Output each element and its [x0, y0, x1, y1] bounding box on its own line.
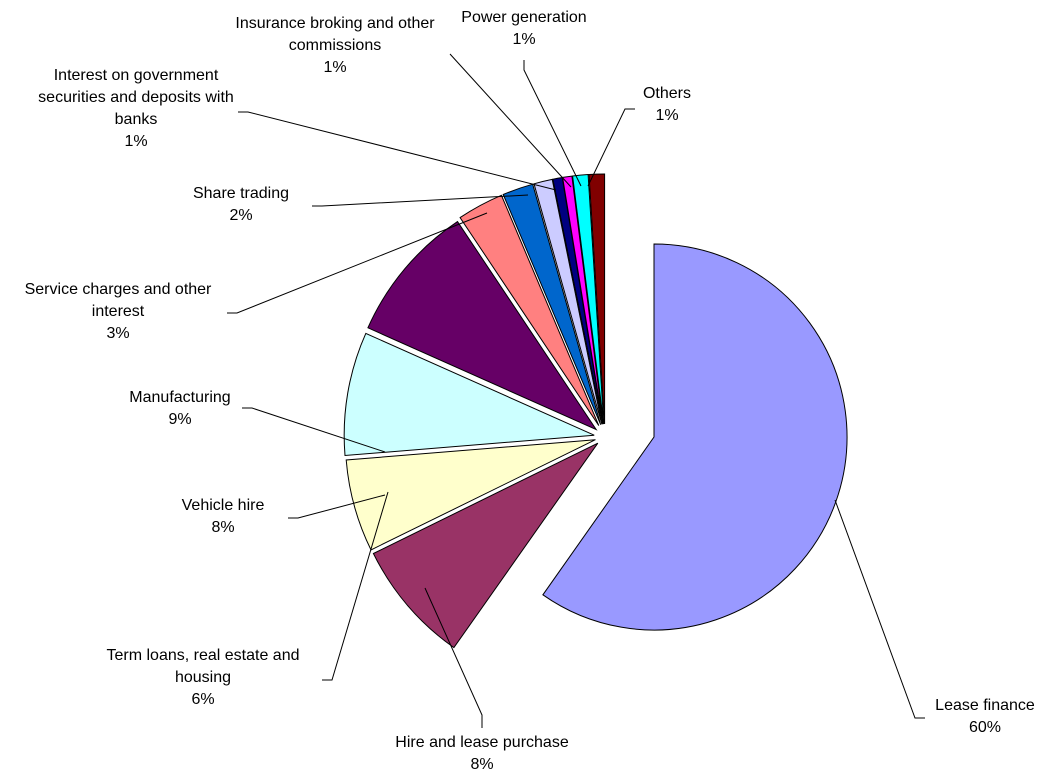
pie-slice	[572, 173, 605, 425]
slice-label: Term loans, real estate and housing 6%	[107, 647, 300, 708]
leader-line	[834, 499, 925, 719]
leader-line	[587, 108, 635, 187]
leader-line	[227, 212, 488, 314]
slice-label: Insurance broking and other commissions 1%	[235, 15, 435, 76]
slice-label: Vehicle hire 8%	[182, 497, 265, 536]
leader-line	[449, 53, 572, 188]
leader-line	[523, 60, 582, 187]
leader-line	[312, 194, 529, 207]
pie-slice	[343, 332, 595, 457]
pie-slice	[459, 194, 600, 426]
pie-slice	[588, 173, 606, 425]
pie-slice	[533, 178, 603, 425]
leader-line	[424, 587, 483, 728]
slice-label: Service charges and other interest 3%	[25, 281, 212, 342]
leader-line	[238, 111, 557, 191]
leader-lines	[227, 53, 925, 728]
slice-label: Others 1%	[643, 85, 691, 124]
slice-label: Interest on government securities and dep…	[38, 67, 234, 150]
slice-label: Manufacturing 9%	[129, 389, 230, 428]
slice-labels: Lease finance 60% Hire and lease purchase 8…	[25, 9, 1035, 773]
leader-line	[242, 407, 386, 453]
leader-line	[288, 494, 386, 519]
pie-slices	[343, 173, 848, 649]
slice-label: Hire and lease purchase 8%	[395, 734, 569, 773]
pie-slice	[542, 243, 848, 631]
slice-label: Lease finance 60%	[935, 697, 1035, 736]
slice-label: Power generation 1%	[461, 9, 586, 48]
leader-line	[322, 491, 389, 681]
slice-label: Share trading 2%	[193, 185, 289, 224]
pie-slice	[367, 220, 598, 431]
